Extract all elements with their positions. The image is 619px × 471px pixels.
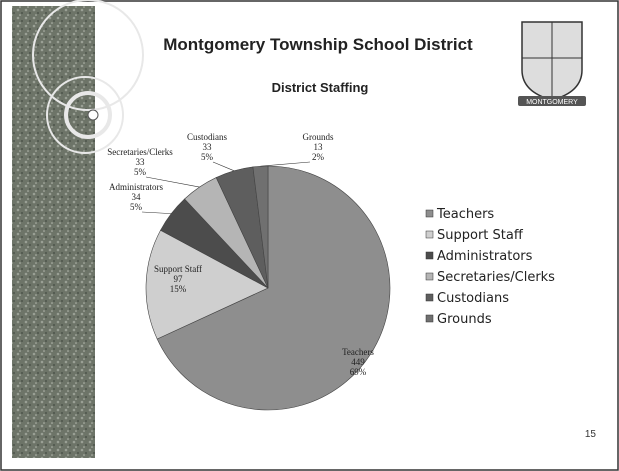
label-percent: 2% bbox=[312, 152, 325, 162]
legend-label: Grounds bbox=[437, 312, 492, 327]
legend-swatch bbox=[426, 231, 433, 238]
label-percent: 5% bbox=[130, 202, 143, 212]
legend-swatch bbox=[426, 273, 433, 280]
label-percent: 5% bbox=[134, 167, 147, 177]
label-percent: 15% bbox=[170, 284, 187, 294]
label-value: 33 bbox=[136, 157, 146, 167]
legend-swatch bbox=[426, 294, 433, 301]
legend-label: Administrators bbox=[437, 249, 533, 264]
label-name: Secretaries/Clerks bbox=[107, 147, 173, 157]
legend-swatch bbox=[426, 252, 433, 259]
legend-swatch bbox=[426, 210, 433, 217]
page-number: 15 bbox=[585, 429, 597, 440]
subtitle: District Staffing bbox=[272, 80, 369, 95]
legend-label: Secretaries/Clerks bbox=[437, 270, 555, 285]
label-name: Support Staff bbox=[154, 264, 202, 274]
label-value: 34 bbox=[132, 192, 142, 202]
label-name: Administrators bbox=[109, 182, 163, 192]
legend-label: Custodians bbox=[437, 291, 509, 306]
legend-label: Support Staff bbox=[437, 228, 524, 243]
legend-label: Teachers bbox=[436, 207, 494, 222]
label-value: 33 bbox=[203, 142, 213, 152]
label-value: 449 bbox=[351, 357, 365, 367]
label-percent: 69% bbox=[350, 367, 367, 377]
decor-dot bbox=[88, 110, 98, 120]
label-name: Grounds bbox=[303, 132, 334, 142]
label-name: Teachers bbox=[342, 347, 374, 357]
slide: Montgomery Township School District Dist… bbox=[0, 0, 619, 471]
label-percent: 5% bbox=[201, 152, 214, 162]
logo-text: MONTGOMERY bbox=[526, 99, 578, 106]
label-value: 97 bbox=[174, 274, 184, 284]
label-name: Custodians bbox=[187, 132, 228, 142]
title: Montgomery Township School District bbox=[163, 35, 473, 54]
decor-strip bbox=[12, 6, 95, 458]
legend-swatch bbox=[426, 315, 433, 322]
label-value: 13 bbox=[314, 142, 324, 152]
